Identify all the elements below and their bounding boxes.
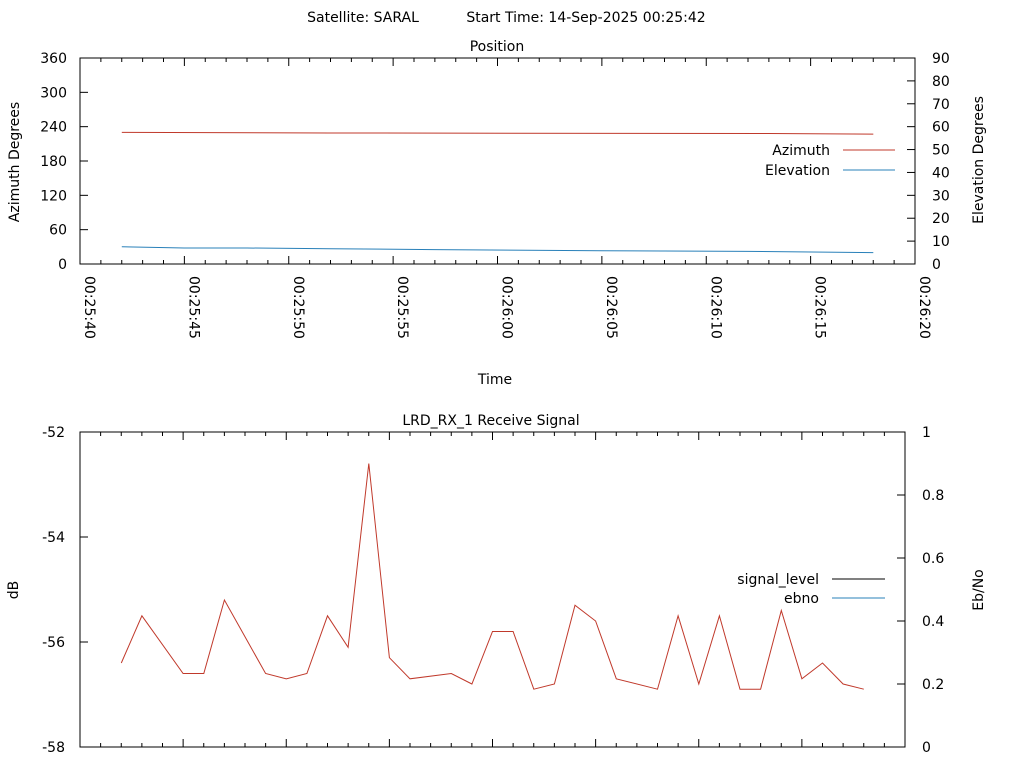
signal-series-line xyxy=(120,463,864,690)
signal-plot-frame xyxy=(79,431,906,748)
position-y-axis-label: Azimuth Degrees xyxy=(7,102,23,222)
position-series-azimuth xyxy=(121,131,874,135)
position-x-axis-label: Time xyxy=(477,372,512,388)
position-x-tick-label: 00:25:50 xyxy=(290,276,306,339)
position-y2-axis-label: Elevation Degrees xyxy=(971,96,987,224)
signal-legend-label: ebno xyxy=(784,591,819,607)
signal-y-axis-label: dB xyxy=(6,581,22,600)
start-time-label: Start Time: 14-Sep-2025 00:25:42 xyxy=(466,10,705,26)
position-x-tick-label: 00:26:10 xyxy=(707,276,723,339)
signal-y2-tick-label: 0.2 xyxy=(922,677,944,693)
signal-y2-axis-label: Eb/No xyxy=(971,569,987,611)
position-series-elevation xyxy=(121,246,874,254)
position-y2-tick-label: 80 xyxy=(932,74,950,90)
signal-chart-title: LRD_RX_1 Receive Signal xyxy=(402,413,579,429)
signal-y-tick-label: -56 xyxy=(42,635,65,651)
position-y-tick-label: 60 xyxy=(49,223,67,239)
position-x-tick-label: 00:25:45 xyxy=(185,276,201,339)
signal-y-tick-label: -52 xyxy=(42,425,65,441)
position-x-tick-label: 00:25:55 xyxy=(394,276,410,339)
position-y-tick-label: 240 xyxy=(40,120,67,136)
position-y2-tick-label: 60 xyxy=(932,120,950,136)
position-x-tick-label: 00:26:15 xyxy=(812,276,828,339)
signal-y2-tick-label: 0.8 xyxy=(922,488,944,504)
position-y2-tick-label: 50 xyxy=(932,143,950,159)
position-y2-tick-label: 0 xyxy=(932,257,941,273)
position-y2-tick-label: 40 xyxy=(932,165,950,181)
position-y-tick-label: 360 xyxy=(40,51,67,67)
position-legend-label: Azimuth xyxy=(772,143,830,159)
position-y-tick-label: 300 xyxy=(40,85,67,101)
position-x-tick-label: 00:26:05 xyxy=(603,276,619,339)
signal-chart: -52 -54 -56 -58 1 0.8 0.6 0.4 0.2 0 signal_leveleb… xyxy=(42,425,944,756)
position-y2-tick-label: 30 xyxy=(932,188,950,204)
position-chart: 00:25:40 00:25:45 00:25:50 00:25:55 00:26:00… xyxy=(40,51,950,339)
position-y-tick-label: 0 xyxy=(58,257,67,273)
position-x-tick-label: 00:26:20 xyxy=(916,276,932,339)
position-y-tick-label: 180 xyxy=(40,154,67,170)
signal-y2-tick-label: 0.6 xyxy=(922,551,944,567)
position-y2-tick-label: 20 xyxy=(932,211,950,227)
signal-y2-tick-label: 1 xyxy=(922,425,931,441)
signal-y-tick-label: -58 xyxy=(42,740,65,756)
signal-y-tick-label: -54 xyxy=(42,530,65,546)
position-y2-tick-label: 10 xyxy=(932,234,950,250)
position-y-tick-label: 120 xyxy=(40,188,67,204)
position-y2-tick-label: 90 xyxy=(932,51,950,67)
signal-y2-tick-label: 0 xyxy=(922,740,931,756)
position-x-tick-label: 00:25:40 xyxy=(81,276,97,339)
position-x-tick-label: 00:26:00 xyxy=(499,276,515,339)
signal-legend-label: signal_level xyxy=(737,572,819,588)
position-legend-label: Elevation xyxy=(765,163,830,179)
signal-y2-tick-label: 0.4 xyxy=(922,614,944,630)
position-y2-tick-label: 70 xyxy=(932,97,950,113)
satellite-label: Satellite: SARAL xyxy=(307,10,419,26)
position-plot-frame xyxy=(79,57,916,265)
position-chart-title: Position xyxy=(470,39,525,55)
